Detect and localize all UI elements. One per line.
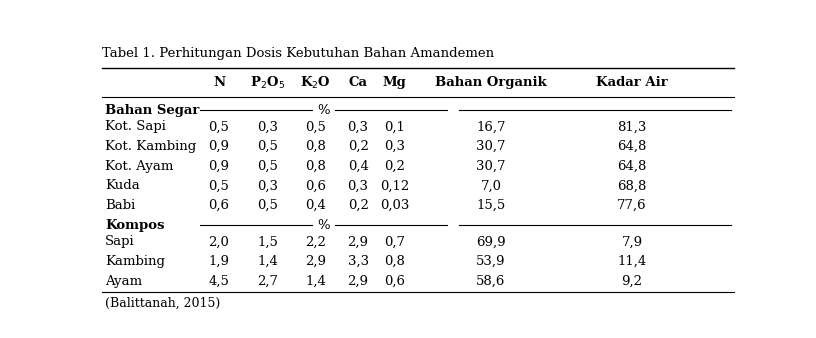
Text: 1,5: 1,5 — [257, 235, 278, 248]
Text: 64,8: 64,8 — [617, 160, 646, 173]
Text: 77,6: 77,6 — [617, 199, 647, 212]
Text: 0,4: 0,4 — [305, 199, 326, 212]
Text: 0,4: 0,4 — [348, 160, 369, 173]
Text: 1,9: 1,9 — [209, 255, 229, 268]
Text: N: N — [213, 76, 225, 89]
Text: K$_2$O: K$_2$O — [300, 75, 331, 91]
Text: 64,8: 64,8 — [617, 140, 646, 153]
Text: 69,9: 69,9 — [476, 235, 506, 248]
Text: %: % — [317, 104, 330, 117]
Text: 0,6: 0,6 — [305, 179, 326, 192]
Text: 0,3: 0,3 — [384, 140, 406, 153]
Text: 0,5: 0,5 — [257, 160, 278, 173]
Text: 2,9: 2,9 — [348, 274, 369, 288]
Text: 2,7: 2,7 — [257, 274, 278, 288]
Text: 2,9: 2,9 — [305, 255, 326, 268]
Text: 16,7: 16,7 — [477, 120, 506, 133]
Text: 1,4: 1,4 — [305, 274, 326, 288]
Text: 2,0: 2,0 — [209, 235, 229, 248]
Text: 0,3: 0,3 — [257, 179, 278, 192]
Text: Bahan Organik: Bahan Organik — [435, 76, 547, 89]
Text: 58,6: 58,6 — [477, 274, 506, 288]
Text: 0,1: 0,1 — [384, 120, 406, 133]
Text: 0,5: 0,5 — [209, 120, 229, 133]
Text: 0,9: 0,9 — [209, 140, 229, 153]
Text: 0,12: 0,12 — [380, 179, 410, 192]
Text: 0,2: 0,2 — [348, 140, 369, 153]
Text: 0,9: 0,9 — [209, 160, 229, 173]
Text: 0,6: 0,6 — [384, 274, 406, 288]
Text: (Balittanah, 2015): (Balittanah, 2015) — [105, 296, 220, 310]
Text: 0,2: 0,2 — [384, 160, 406, 173]
Text: 9,2: 9,2 — [622, 274, 642, 288]
Text: 2,9: 2,9 — [348, 235, 369, 248]
Text: 1,4: 1,4 — [257, 255, 278, 268]
Text: Ayam: Ayam — [105, 274, 142, 288]
Text: %: % — [317, 219, 330, 232]
Text: 7,0: 7,0 — [481, 179, 501, 192]
Text: 0,3: 0,3 — [257, 120, 278, 133]
Text: Sapi: Sapi — [105, 235, 135, 248]
Text: 81,3: 81,3 — [617, 120, 646, 133]
Text: 0,7: 0,7 — [384, 235, 406, 248]
Text: 30,7: 30,7 — [477, 160, 506, 173]
Text: 68,8: 68,8 — [617, 179, 646, 192]
Text: Tabel 1. Perhitungan Dosis Kebutuhan Bahan Amandemen: Tabel 1. Perhitungan Dosis Kebutuhan Bah… — [102, 47, 494, 60]
Text: 7,9: 7,9 — [622, 235, 642, 248]
Text: Kambing: Kambing — [105, 255, 165, 268]
Text: 0,5: 0,5 — [209, 179, 229, 192]
Text: 15,5: 15,5 — [477, 199, 506, 212]
Text: 30,7: 30,7 — [477, 140, 506, 153]
Text: P$_2$O$_5$: P$_2$O$_5$ — [251, 75, 285, 91]
Text: Babi: Babi — [105, 199, 135, 212]
Text: Mg: Mg — [383, 76, 406, 89]
Text: Kot. Sapi: Kot. Sapi — [105, 120, 166, 133]
Text: 11,4: 11,4 — [618, 255, 646, 268]
Text: 0,03: 0,03 — [380, 199, 410, 212]
Text: 53,9: 53,9 — [477, 255, 506, 268]
Text: Kot. Ayam: Kot. Ayam — [105, 160, 174, 173]
Text: Kadar Air: Kadar Air — [596, 76, 667, 89]
Text: 0,5: 0,5 — [305, 120, 326, 133]
Text: 2,2: 2,2 — [305, 235, 326, 248]
Text: Kot. Kambing: Kot. Kambing — [105, 140, 197, 153]
Text: 0,8: 0,8 — [305, 140, 326, 153]
Text: Bahan Segar: Bahan Segar — [105, 104, 200, 117]
Text: 0,3: 0,3 — [348, 179, 369, 192]
Text: 0,6: 0,6 — [209, 199, 229, 212]
Text: Ca: Ca — [348, 76, 368, 89]
Text: 0,5: 0,5 — [257, 140, 278, 153]
Text: 3,3: 3,3 — [348, 255, 369, 268]
Text: Kompos: Kompos — [105, 219, 165, 232]
Text: 0,5: 0,5 — [257, 199, 278, 212]
Text: 0,8: 0,8 — [384, 255, 406, 268]
Text: 0,2: 0,2 — [348, 199, 369, 212]
Text: 0,8: 0,8 — [305, 160, 326, 173]
Text: 4,5: 4,5 — [209, 274, 229, 288]
Text: 0,3: 0,3 — [348, 120, 369, 133]
Text: Kuda: Kuda — [105, 179, 140, 192]
